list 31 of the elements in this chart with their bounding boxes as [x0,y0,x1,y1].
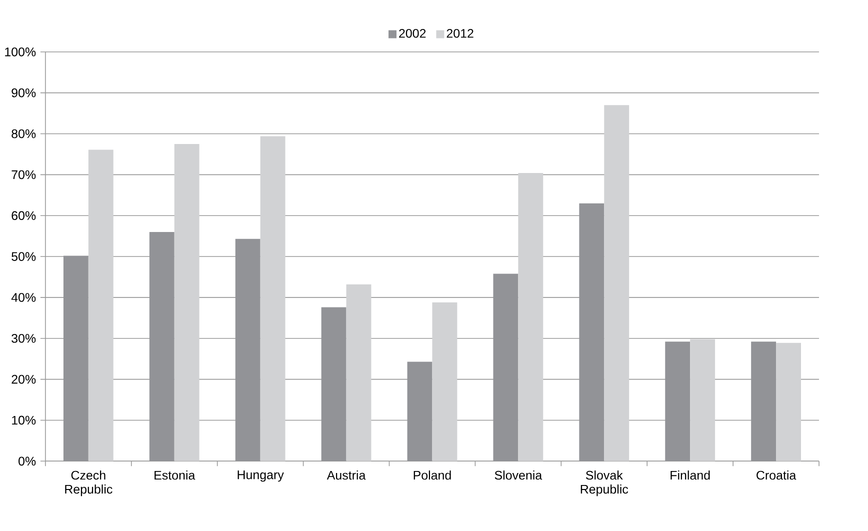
x-tick-label: Finland [670,470,710,480]
y-tick-label: 40% [11,293,36,302]
bar [518,173,544,462]
y-tick-label: 80% [12,129,36,138]
y-tick-label: 60% [12,211,36,220]
x-tick-label: Czech Republic [65,470,112,496]
y-tick-label: 10% [12,416,36,425]
bar [690,339,716,462]
y-tick-label: 30% [12,334,36,343]
y-tick-label: 70% [12,170,36,180]
x-tick-label: Croatia [756,470,796,480]
bar [604,105,630,462]
y-tick-label: 0% [18,456,36,466]
bar [88,150,114,462]
x-tick-label: Austria [326,470,366,480]
legend-label: 2012 [446,28,474,38]
x-tick-label: Slovenia [494,470,542,480]
legend-label: 2002 [399,28,426,38]
bar [174,144,200,462]
bar [776,342,801,462]
y-tick-label: 20% [12,374,36,384]
x-tick-label: Hungary [238,470,284,482]
y-tick-label: 50% [12,252,36,261]
x-tick-label: Slovak Republic [580,470,628,496]
bar [260,136,286,462]
x-tick-label: Estonia [154,470,196,480]
y-tick-label: 100% [5,47,36,56]
bar [346,284,372,462]
x-tick-label: Poland [414,470,451,480]
y-tick-label: 90% [12,88,36,98]
bar [432,302,458,462]
